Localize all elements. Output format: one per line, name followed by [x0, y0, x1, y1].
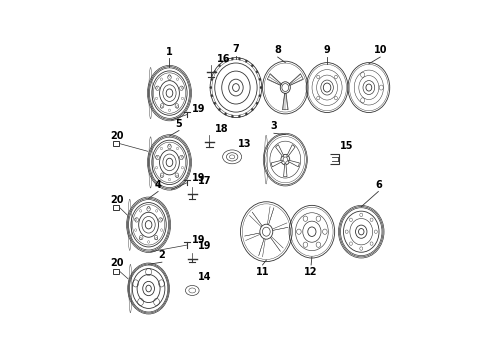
- Ellipse shape: [259, 95, 261, 97]
- Ellipse shape: [210, 86, 212, 89]
- Text: 1: 1: [166, 46, 173, 57]
- Text: 3: 3: [270, 121, 277, 131]
- Ellipse shape: [211, 95, 213, 97]
- Bar: [113, 269, 120, 274]
- Ellipse shape: [245, 113, 247, 115]
- Polygon shape: [287, 145, 295, 157]
- Polygon shape: [288, 160, 299, 167]
- Text: 17: 17: [198, 176, 212, 186]
- Text: 19: 19: [198, 240, 212, 251]
- Ellipse shape: [224, 60, 226, 62]
- Ellipse shape: [219, 108, 220, 111]
- Text: 20: 20: [110, 194, 123, 204]
- Text: 6: 6: [375, 180, 382, 190]
- Ellipse shape: [239, 115, 241, 117]
- Ellipse shape: [239, 58, 241, 60]
- Text: 4: 4: [155, 180, 162, 190]
- Text: 15: 15: [341, 141, 354, 151]
- Text: 5: 5: [175, 118, 182, 129]
- Ellipse shape: [251, 64, 253, 67]
- Text: 8: 8: [274, 45, 281, 55]
- Text: 19: 19: [192, 104, 205, 114]
- Text: 18: 18: [215, 124, 229, 134]
- Ellipse shape: [256, 102, 258, 104]
- Polygon shape: [284, 163, 287, 177]
- Polygon shape: [271, 160, 283, 167]
- Ellipse shape: [251, 108, 253, 111]
- Text: 19: 19: [192, 173, 205, 183]
- Ellipse shape: [245, 60, 247, 62]
- Text: 10: 10: [373, 45, 387, 55]
- Text: 7: 7: [233, 44, 239, 54]
- Ellipse shape: [231, 58, 233, 60]
- Ellipse shape: [211, 78, 213, 81]
- Ellipse shape: [214, 102, 216, 104]
- Text: 16: 16: [217, 54, 230, 64]
- Ellipse shape: [231, 115, 233, 117]
- Bar: [113, 141, 120, 146]
- Ellipse shape: [259, 78, 261, 81]
- Ellipse shape: [214, 71, 216, 73]
- Text: 11: 11: [256, 267, 270, 277]
- Text: 19: 19: [192, 235, 205, 245]
- Ellipse shape: [260, 86, 262, 89]
- Text: 2: 2: [158, 250, 165, 260]
- Ellipse shape: [224, 113, 226, 115]
- Polygon shape: [275, 145, 284, 157]
- Text: 20: 20: [110, 258, 123, 268]
- Ellipse shape: [256, 71, 258, 73]
- Ellipse shape: [219, 64, 220, 67]
- Bar: [113, 205, 120, 210]
- Text: 9: 9: [324, 45, 330, 55]
- Text: 14: 14: [198, 272, 212, 282]
- Text: 13: 13: [238, 139, 251, 149]
- Text: 20: 20: [110, 131, 123, 141]
- Text: 12: 12: [304, 267, 318, 277]
